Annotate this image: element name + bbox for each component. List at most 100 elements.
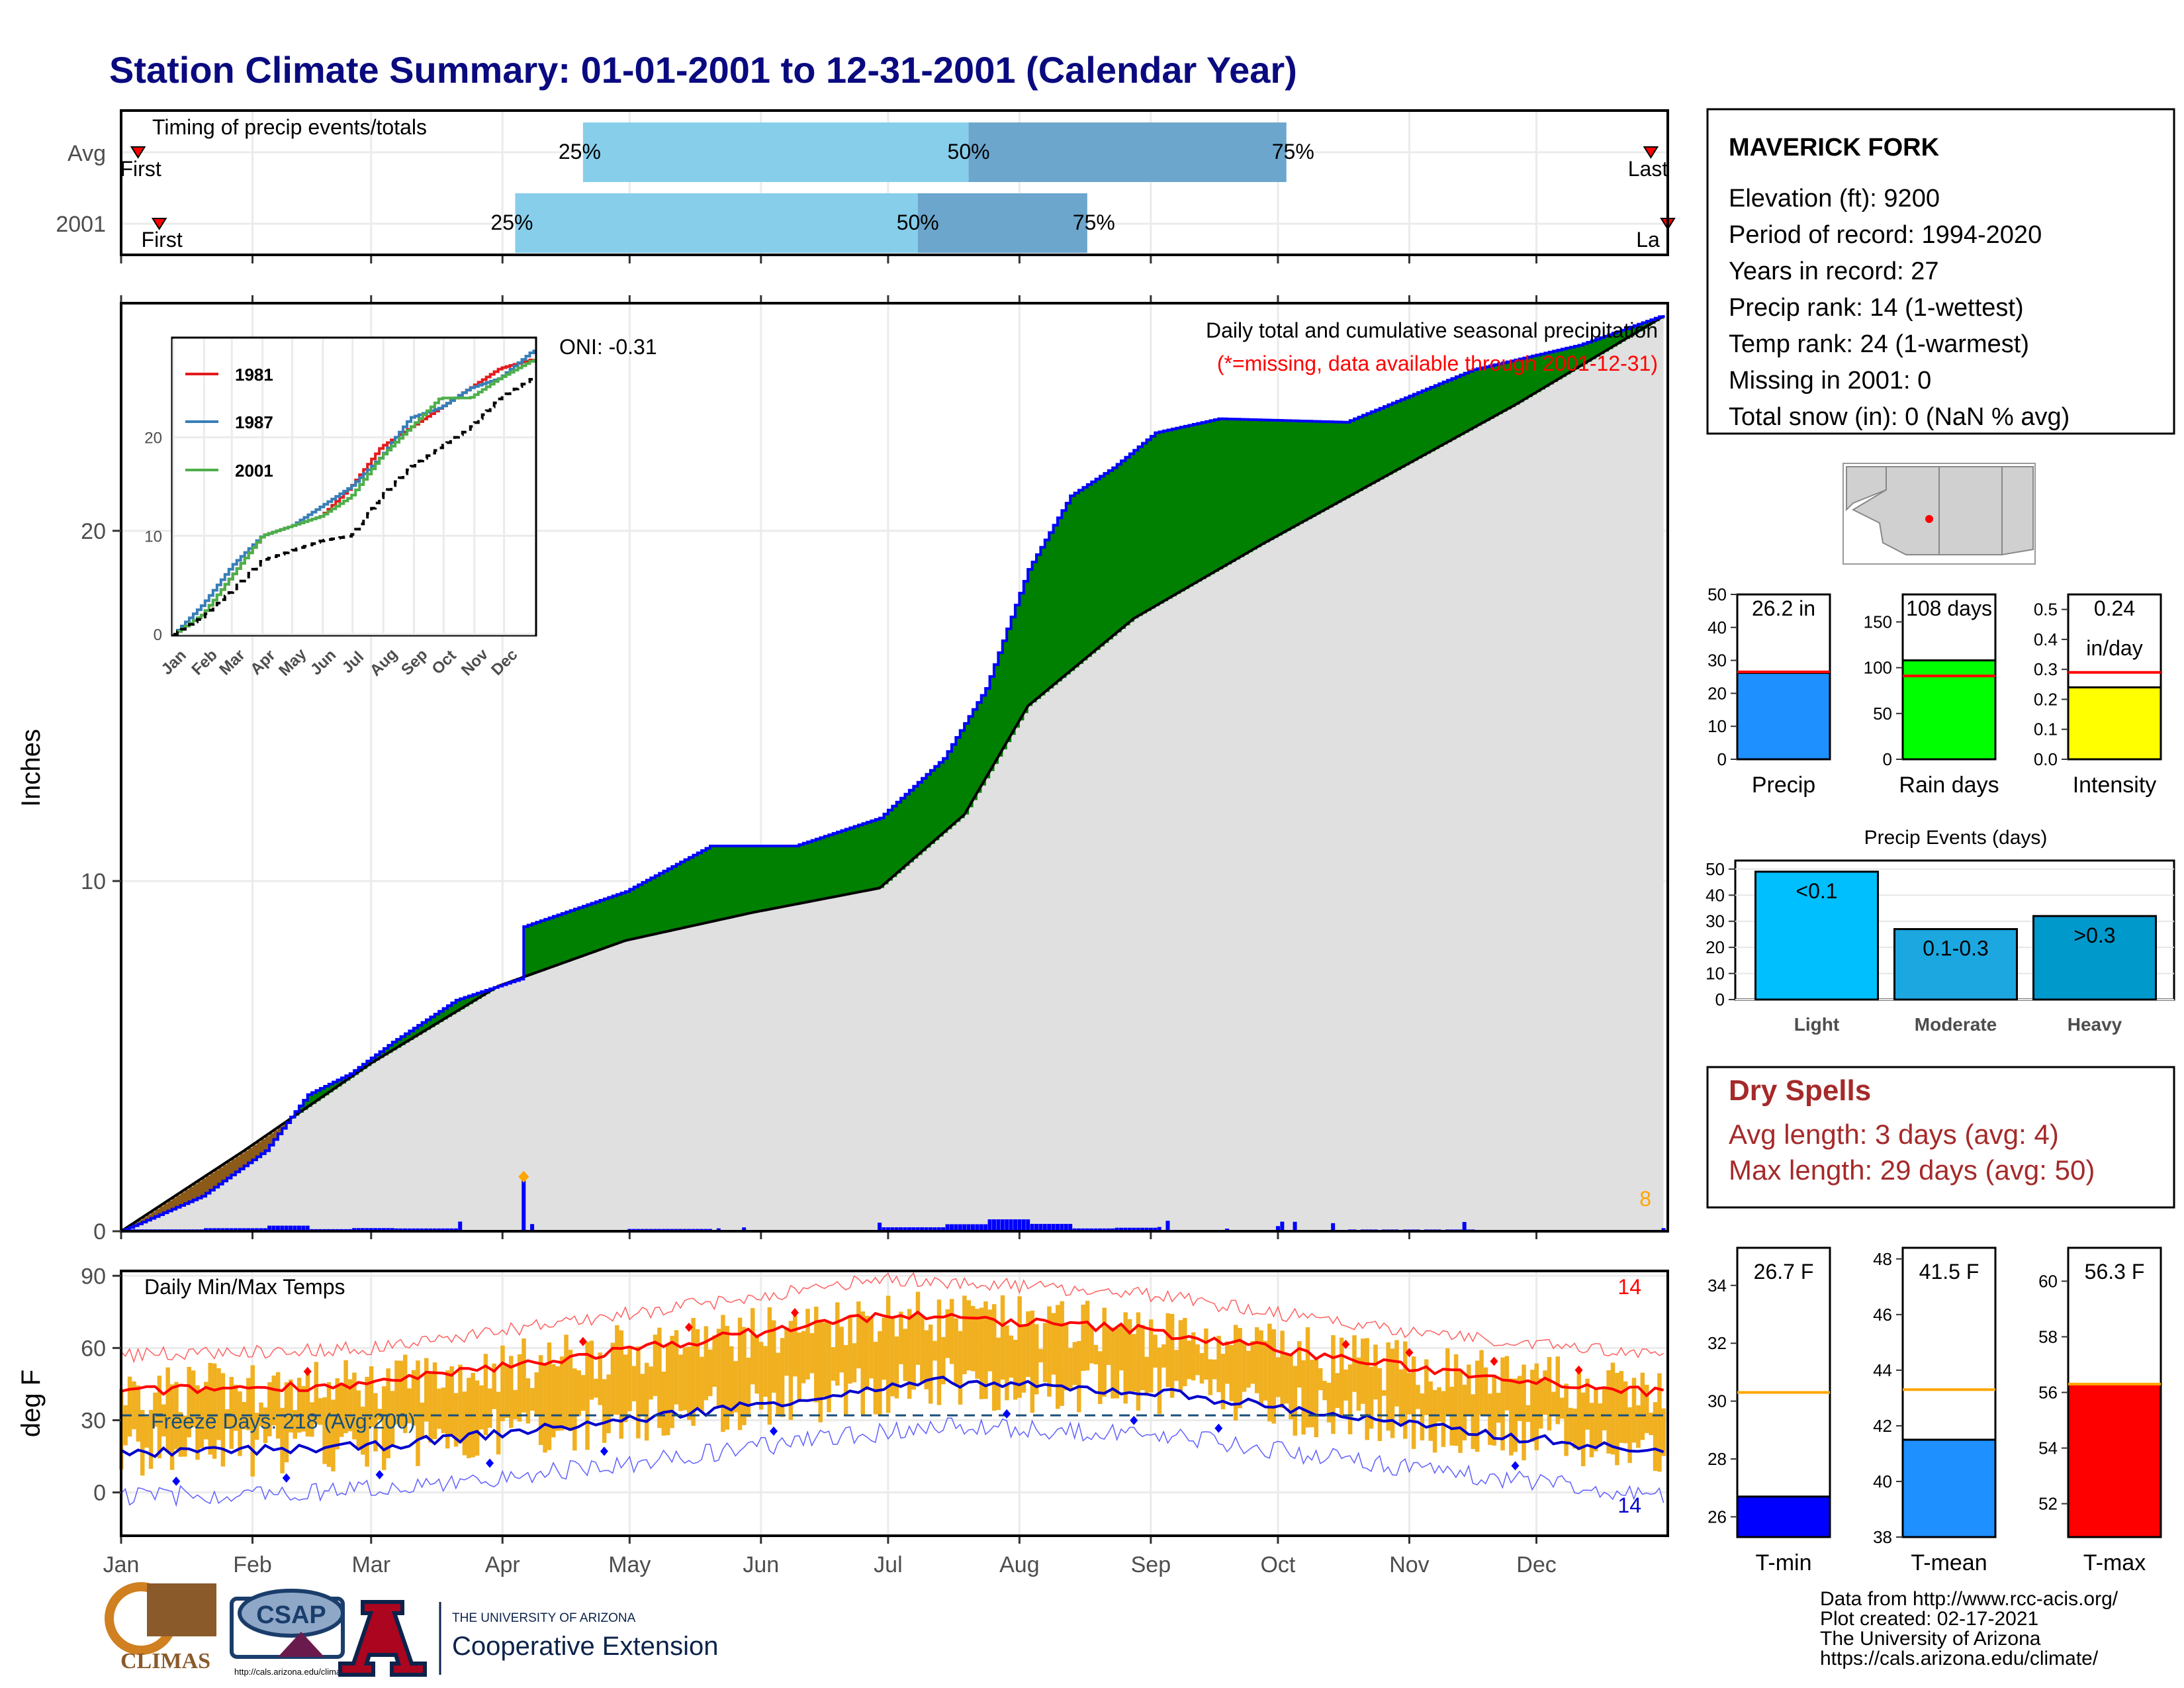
temp-daily-range xyxy=(1195,1344,1200,1376)
precip-daily-bar xyxy=(453,1228,458,1231)
precip-anomaly-fill xyxy=(709,846,715,922)
inset-series-line xyxy=(173,350,535,635)
precip-daily-bar xyxy=(970,1224,975,1231)
precip-anomaly-fill xyxy=(1502,363,1508,412)
precip-anomaly-fill xyxy=(1341,422,1346,501)
temp-daily-range xyxy=(212,1363,217,1459)
precip-anomaly-fill xyxy=(1578,345,1584,367)
timing-panel: 25% 50% 75% First Last 25% 50% 75% First La Timin… xyxy=(56,109,1676,263)
precip-anomaly-fill xyxy=(1146,440,1152,612)
precip-anomaly-fill xyxy=(989,676,995,771)
precip-anomaly-fill xyxy=(1349,420,1355,496)
temp-daily-range xyxy=(712,1335,717,1387)
precip-daily-bar xyxy=(949,1224,954,1231)
precip-daily-bar xyxy=(1098,1228,1103,1231)
precip-daily-bar xyxy=(212,1228,216,1231)
temp-bar xyxy=(1901,1438,1997,1538)
precip-panel: Daily total and cumulative seasonal prec… xyxy=(17,295,1669,1244)
temp-daily-range xyxy=(437,1388,441,1429)
temp-daily-range xyxy=(153,1392,158,1427)
precip-daily-bar xyxy=(356,1228,361,1231)
temp-daily-range xyxy=(780,1338,785,1417)
temp-daily-range xyxy=(1314,1359,1319,1438)
temp-daily-range xyxy=(907,1309,912,1399)
precip-daily-bar xyxy=(1127,1227,1132,1231)
precip-daily-bar xyxy=(979,1224,983,1231)
temp-daily-range xyxy=(1445,1348,1450,1417)
csap-logo-url: http://cals.arizona.edu/climate xyxy=(234,1667,348,1677)
precip-anomaly-fill xyxy=(1201,422,1206,579)
temp-daily-range xyxy=(1471,1394,1475,1449)
precip-daily-bar xyxy=(394,1228,399,1231)
temp-daily-range xyxy=(1242,1342,1247,1392)
precip-anomaly-fill xyxy=(1040,547,1046,696)
precip-daily-bar xyxy=(1157,1227,1161,1231)
temp-daily-range xyxy=(721,1315,725,1432)
precip-anomaly-fill xyxy=(693,855,698,926)
precip-anomaly-fill xyxy=(1036,554,1041,699)
temp-daily-range xyxy=(962,1295,967,1374)
precip-anomaly-fill xyxy=(1540,353,1545,390)
precip-anomaly-fill xyxy=(1248,419,1253,553)
summary-bar-ytick-label: 0.2 xyxy=(2034,689,2058,709)
temp-record-high-marker xyxy=(1574,1365,1583,1375)
precip-anomaly-fill xyxy=(1167,430,1173,599)
precip-anomaly-fill xyxy=(985,688,991,778)
precip-anomaly-fill xyxy=(790,846,796,906)
precip-anomaly-fill xyxy=(854,826,859,893)
precip-anomaly-fill xyxy=(1222,418,1228,567)
temp-daily-range xyxy=(682,1347,688,1411)
precip-anomaly-fill xyxy=(1240,419,1245,557)
precip-anomaly-fill xyxy=(799,844,804,904)
precip-daily-bar xyxy=(458,1221,463,1231)
temp-daily-range xyxy=(958,1331,963,1405)
precip-anomaly-fill xyxy=(307,1094,312,1107)
precip-anomaly-fill xyxy=(409,1031,414,1041)
precip-daily-bar xyxy=(238,1228,242,1231)
precip-anomaly-fill xyxy=(1269,420,1275,540)
temp-daily-range xyxy=(1212,1359,1217,1380)
precip-anomaly-fill xyxy=(1007,629,1012,743)
precip-anomaly-fill xyxy=(447,1006,453,1017)
precip-anomaly-fill xyxy=(566,912,571,962)
temp-daily-range xyxy=(644,1362,649,1441)
temp-daily-range xyxy=(576,1370,581,1417)
temp-daily-range xyxy=(954,1318,958,1385)
precip-anomaly-fill xyxy=(282,1124,287,1129)
temp-daily-range xyxy=(199,1389,205,1448)
temp-daily-range xyxy=(157,1376,162,1458)
temp-bar-ytick-label: 52 xyxy=(2038,1494,2058,1514)
precip-anomaly-fill xyxy=(1422,391,1427,457)
precip-anomaly-fill xyxy=(1519,359,1524,402)
precip-anomaly-fill xyxy=(1490,365,1495,419)
precip-daily-bar xyxy=(1038,1223,1043,1231)
timing-p25-label: 25% xyxy=(559,140,601,164)
precip-anomaly-fill xyxy=(549,917,554,968)
temp-daily-range xyxy=(1030,1310,1035,1413)
temp-bar-ytick-label: 26 xyxy=(1707,1507,1727,1526)
precip-anomaly-fill xyxy=(612,896,617,945)
temp-daily-range xyxy=(1576,1368,1582,1450)
precip-anomaly-fill xyxy=(536,922,541,973)
temp-daily-range xyxy=(1005,1325,1009,1401)
temp-daily-range xyxy=(1132,1334,1136,1392)
precip-daily-bar xyxy=(229,1228,234,1231)
precip-anomaly-fill xyxy=(1485,367,1490,422)
temp-daily-range xyxy=(386,1368,390,1458)
events-bar-value: <0.1 xyxy=(1796,879,1837,903)
timing-p50-label: 50% xyxy=(897,211,939,234)
temp-daily-range xyxy=(1504,1356,1510,1411)
precip-daily-bar xyxy=(882,1227,886,1231)
precip-anomaly-fill xyxy=(159,1206,164,1215)
precip-daily-bar xyxy=(522,1178,526,1231)
temp-yaxis: 0 30 60 90 xyxy=(81,1264,121,1506)
temp-daily-range xyxy=(314,1362,319,1425)
temp-daily-range xyxy=(1267,1323,1272,1422)
precip-anomaly-fill xyxy=(1358,416,1363,491)
precip-anomaly-fill xyxy=(1125,457,1130,626)
precip-daily-bar xyxy=(899,1227,903,1231)
temp-daily-range xyxy=(903,1329,908,1382)
temp-frame xyxy=(120,1270,1669,1537)
temp-daily-range xyxy=(623,1354,628,1423)
precip-anomaly-fill xyxy=(422,1022,427,1033)
